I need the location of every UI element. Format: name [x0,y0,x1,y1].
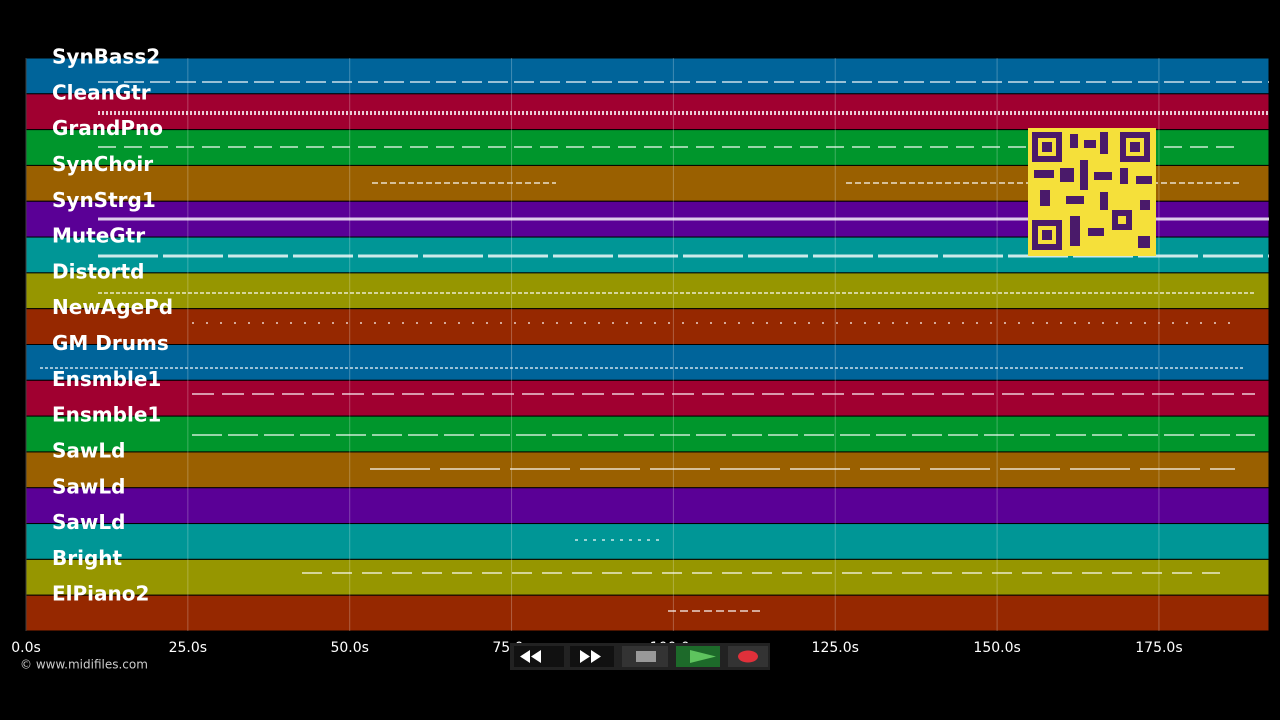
track-label: SynBass2 [52,45,160,69]
track-label: SynChoir [52,152,153,176]
track-label: Ensmble1 [52,367,161,391]
track-label: ElPiano2 [52,582,149,606]
track-label: Ensmble1 [52,403,161,427]
track-band [25,308,1270,345]
track-label: SawLd [52,438,125,462]
track-label: MuteGtr [52,224,145,248]
track-label: Bright [52,546,123,570]
qr-code [1028,128,1156,256]
x-tick-label: 0.0s [11,640,41,656]
track-labels: SynBass2 CleanGtr GrandPno SynChoir SynStrg1… [52,45,173,606]
x-tick-label: 150.0s [973,640,1020,656]
forward-button[interactable] [570,646,614,667]
track-label: GM Drums [52,331,169,355]
x-tick-label: 50.0s [330,640,368,656]
track-band [25,487,1270,525]
track-label: Distortd [52,259,144,283]
qr-pattern [1032,132,1152,250]
time-grid [25,58,1160,631]
copyright: © www.midifiles.com [20,658,148,672]
stop-button[interactable] [622,646,668,667]
x-tick-label: 175.0s [1135,640,1182,656]
x-tick-label: 125.0s [812,640,859,656]
track-band [25,415,1270,453]
track-label: SawLd [52,510,125,534]
track-label: GrandPno [52,116,163,140]
play-button[interactable] [676,646,720,667]
track-band [25,272,1270,310]
track-band [25,379,1270,417]
record-button[interactable] [728,646,768,667]
track-band [25,594,1270,632]
x-tick-label: 25.0s [169,640,207,656]
track-label: CleanGtr [52,80,151,104]
track-band [25,523,1270,560]
rewind-button[interactable] [514,646,564,667]
track-label: NewAgePd [52,295,173,319]
transport-controls [510,643,770,670]
track-label: SynStrg1 [52,188,156,212]
track-band [25,558,1270,596]
track-band [25,57,1270,95]
track-label: SawLd [52,474,125,498]
track-band [25,344,1270,381]
track-band [25,451,1270,489]
